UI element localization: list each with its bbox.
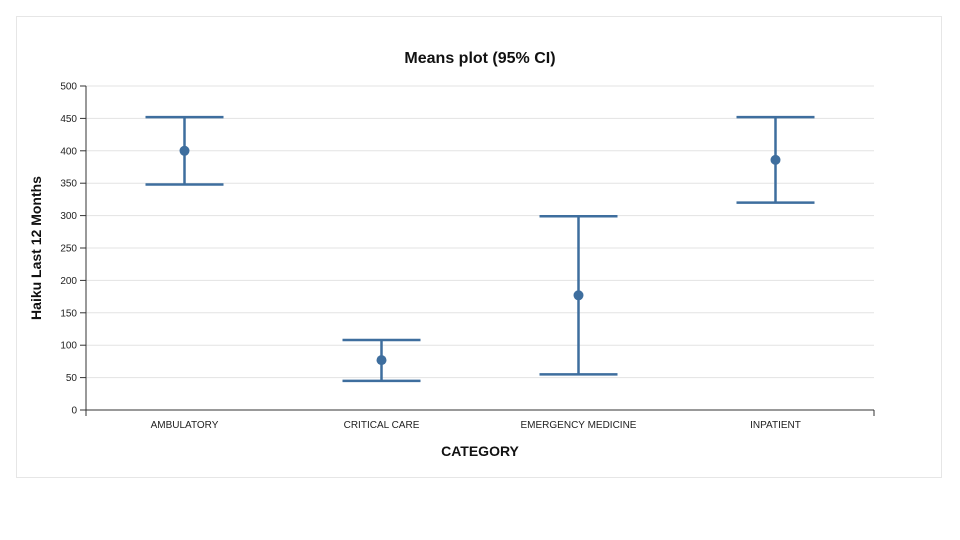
x-tick-label: INPATIENT xyxy=(750,420,801,431)
grid-lines xyxy=(86,85,874,379)
chart-panel xyxy=(16,16,942,478)
y-tick-label: 500 xyxy=(60,82,77,93)
x-tick-label: EMERGENCY MEDICINE xyxy=(521,420,637,431)
axes xyxy=(85,86,875,416)
y-ticks: 0 50 100 150 200 250 300 350 400 450 500 xyxy=(60,82,86,417)
chart-title: Means plot (95% CI) xyxy=(404,50,555,67)
y-tick-label: 200 xyxy=(60,276,77,287)
mean-point xyxy=(770,154,781,165)
y-tick-label: 450 xyxy=(60,114,77,125)
y-tick-label: 300 xyxy=(60,211,77,222)
y-tick-label: 350 xyxy=(60,179,77,190)
y-tick-label: 250 xyxy=(60,244,77,255)
x-axis-title: CATEGORY xyxy=(441,443,519,459)
y-tick-label: 100 xyxy=(60,341,77,352)
x-ticks: AMBULATORY CRITICAL CARE EMERGENCY MEDICIN… xyxy=(151,420,801,431)
y-tick-label: 150 xyxy=(60,308,77,319)
y-tick-label: 0 xyxy=(71,406,77,417)
x-tick-label: CRITICAL CARE xyxy=(344,420,420,431)
mean-point xyxy=(179,145,190,156)
y-tick-label: 50 xyxy=(66,373,78,384)
error-bars xyxy=(145,115,815,383)
mean-point xyxy=(573,290,584,301)
x-tick-label: AMBULATORY xyxy=(151,420,219,431)
mean-point xyxy=(376,355,387,366)
y-axis-title: Haiku Last 12 Months xyxy=(28,176,44,320)
y-tick-label: 400 xyxy=(60,146,77,157)
